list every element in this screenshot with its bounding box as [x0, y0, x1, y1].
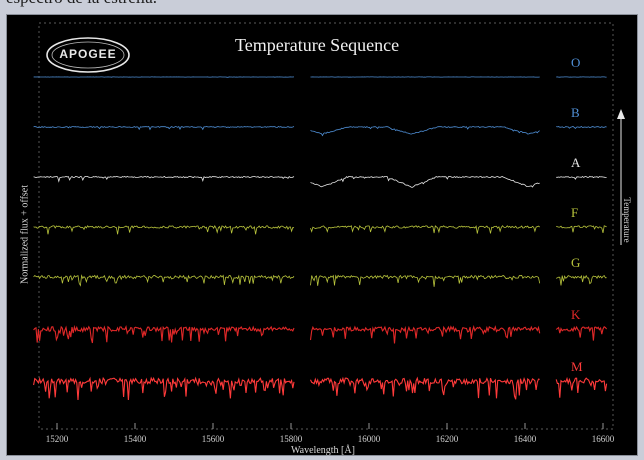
spectrum-a [33, 175, 295, 183]
plot-frame [38, 22, 614, 430]
logo-text: APOGEE [59, 47, 117, 61]
series-label-k: K [571, 307, 581, 322]
spectrum-f [310, 225, 540, 234]
spectrum-k [555, 325, 608, 341]
y-axis-label: Normalized flux + offset [19, 184, 31, 285]
spectrum-m [310, 376, 540, 400]
series-label-m: M [571, 359, 583, 374]
x-tick-label: 16400 [514, 434, 537, 444]
chart-title: Temperature Sequence [235, 35, 400, 55]
spectrum-b [33, 125, 295, 131]
spectrum-b [310, 126, 540, 137]
x-tick-label: 15200 [46, 434, 69, 444]
x-tick-label: 16600 [592, 434, 615, 444]
spectrum-f [556, 225, 607, 233]
spectrum-g [556, 274, 607, 286]
spectrum-a [556, 175, 607, 180]
spectrum-a [310, 175, 540, 188]
spectrum-m [555, 376, 608, 398]
spectrum-b [556, 126, 607, 129]
figure-caption: espectro de la estrella. [6, 0, 157, 8]
spectra-chart: 15200 15400 15600 15800 16000 16200 16400 16600… [6, 14, 638, 456]
x-tick-label: 16000 [358, 434, 381, 444]
x-axis-label: Wavelength [Å] [291, 445, 355, 456]
x-tick-label: 15600 [202, 434, 225, 444]
spectrum-g [33, 274, 295, 287]
series-label-f: F [571, 205, 578, 220]
spectrum-g [310, 274, 541, 287]
temperature-axis-label: Temperature [622, 197, 632, 243]
spectrum-f [33, 225, 295, 235]
series-label-o: O [571, 55, 580, 70]
spectra-plot: 15200 15400 15600 15800 16000 16200 16400 16600… [33, 22, 625, 444]
spectrum-k [309, 325, 541, 344]
x-tick-label: 16200 [436, 434, 459, 444]
apogee-logo: APOGEE [45, 35, 131, 75]
x-tick-label: 15800 [280, 434, 303, 444]
series-label-a: A [571, 155, 581, 170]
series-label-g: G [571, 255, 580, 270]
temperature-arrow-head [617, 109, 625, 119]
x-tick-label: 15400 [124, 434, 147, 444]
spectrum-m [33, 376, 295, 401]
spectrum-k [33, 324, 295, 344]
series-label-b: B [571, 105, 580, 120]
